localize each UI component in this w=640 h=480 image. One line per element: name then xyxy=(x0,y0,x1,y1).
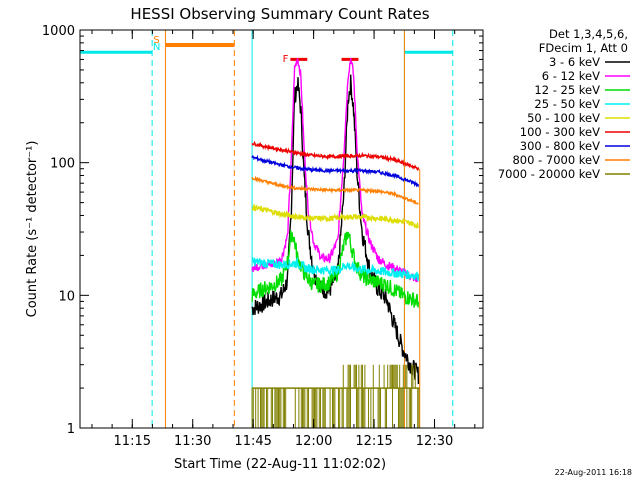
series-50-100keV-line xyxy=(251,203,420,229)
legend-entry-label: 800 - 7000 keV xyxy=(512,153,600,167)
flag-n: N xyxy=(153,42,160,53)
flags-layer: SN F xyxy=(153,35,289,65)
x-tick-label: 12:00 xyxy=(295,434,332,449)
series-25-50keV-line xyxy=(251,256,420,282)
legend: Det 1,3,4,5,6,FDecim 1, Att 03 - 6 keV6 … xyxy=(498,27,630,181)
x-tick-label: 12:15 xyxy=(355,434,392,449)
x-tick-label: 11:15 xyxy=(114,434,151,449)
series-800-7000keV-line xyxy=(251,175,419,205)
legend-entry-label: 100 - 300 keV xyxy=(520,125,600,139)
y-tick-label: 1000 xyxy=(42,24,75,39)
timestamp: 22-Aug-2011 16:18 xyxy=(555,468,632,477)
interval-lines-layer xyxy=(151,30,454,428)
series-300-800keV-line xyxy=(251,154,420,188)
legend-entry-label: 300 - 800 keV xyxy=(520,139,600,153)
plot-frame xyxy=(79,29,484,429)
legend-header-line: FDecim 1, Att 0 xyxy=(539,41,628,55)
x-tick-label: 11:30 xyxy=(174,434,211,449)
x-axis-label: Start Time (22-Aug-11 11:02:02) xyxy=(174,457,386,472)
legend-header-line: Det 1,3,4,5,6, xyxy=(549,27,628,41)
flag-f: F xyxy=(283,54,289,65)
legend-entry-label: 50 - 100 keV xyxy=(527,111,600,125)
series-100-300keV-line xyxy=(251,140,420,171)
legend-entry-label: 25 - 50 keV xyxy=(534,97,600,111)
legend-entry-label: 7000 - 20000 keV xyxy=(498,167,600,181)
x-axis: 11:15 11:30 11:45 12:00 12:15 12:30 xyxy=(91,30,476,449)
y-tick-label: 10 xyxy=(58,289,75,304)
chart-title: HESSI Observing Summary Count Rates xyxy=(130,5,429,23)
legend-entry-label: 12 - 25 keV xyxy=(534,83,600,97)
y-axis: 1 10 100 1000 xyxy=(42,24,483,437)
x-tick-label: 12:30 xyxy=(416,434,453,449)
y-tick-label: 100 xyxy=(50,157,75,172)
legend-entry-label: 6 - 12 keV xyxy=(542,69,600,83)
x-tick-label: 11:45 xyxy=(234,434,271,449)
series-6-12keV-line xyxy=(251,57,420,283)
legend-entry-label: 3 - 6 keV xyxy=(549,55,600,69)
series-layer xyxy=(251,57,420,428)
series-3-6keV-line xyxy=(251,74,420,385)
y-axis-label: Count Rate (s⁻¹ detector⁻¹) xyxy=(25,141,40,318)
flag-s: S xyxy=(153,35,159,46)
series-7000-20000-kev xyxy=(251,364,420,428)
y-tick-label: 1 xyxy=(67,422,75,437)
flag-bars-layer xyxy=(80,43,453,61)
